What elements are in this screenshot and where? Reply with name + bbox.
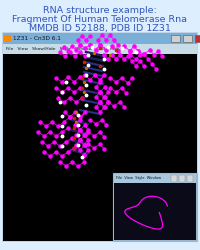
- Text: 1Z31 - Cn3D 6.1: 1Z31 - Cn3D 6.1: [13, 36, 61, 41]
- Bar: [179, 175, 185, 182]
- Text: File  View  Style  Window: File View Style Window: [116, 176, 161, 180]
- Bar: [171, 175, 177, 182]
- Bar: [171, 35, 180, 42]
- Text: File   View   Show/Hide   Style   Window   C3D   Help: File View Show/Hide Style Window C3D Hel…: [6, 47, 120, 51]
- Bar: [187, 175, 193, 182]
- Bar: [114, 174, 196, 183]
- Bar: [195, 35, 200, 42]
- Text: RNA structure example:: RNA structure example:: [43, 6, 157, 15]
- Text: Fragment Of Human Telomerase Rna: Fragment Of Human Telomerase Rna: [12, 15, 188, 24]
- Bar: [3, 44, 197, 54]
- Text: MMDB ID 52188, PDB ID 1Z31: MMDB ID 52188, PDB ID 1Z31: [29, 24, 171, 33]
- Bar: [3, 54, 197, 241]
- Bar: [183, 35, 192, 42]
- Bar: [114, 183, 196, 240]
- Bar: [2, 32, 198, 242]
- Bar: [4, 35, 11, 42]
- Bar: [113, 173, 197, 241]
- Bar: [3, 33, 197, 44]
